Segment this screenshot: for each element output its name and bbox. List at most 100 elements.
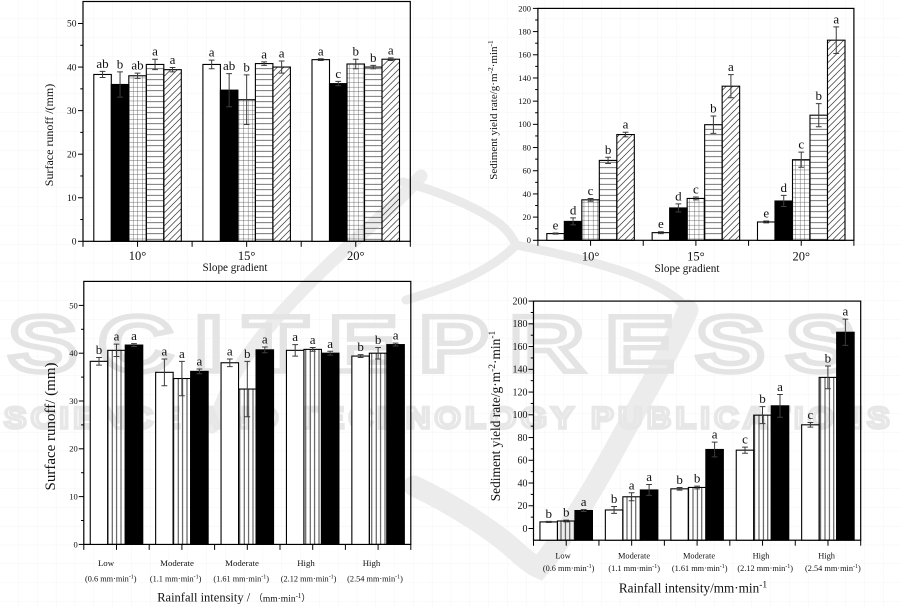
svg-text:b: b [694, 471, 701, 486]
svg-text:60: 60 [523, 166, 532, 176]
svg-text:c: c [693, 182, 699, 197]
svg-text:e: e [763, 206, 769, 221]
svg-text:100: 100 [513, 410, 528, 421]
svg-text:Slope gradient: Slope gradient [655, 263, 721, 275]
svg-text:180: 180 [513, 319, 528, 330]
svg-text:140: 140 [513, 365, 528, 376]
svg-text:120: 120 [513, 387, 528, 398]
svg-text:20°: 20° [347, 249, 365, 263]
svg-text:a: a [152, 44, 158, 59]
svg-text:(2.12 mm·min-1): (2.12 mm·min-1) [737, 564, 793, 573]
svg-text:100: 100 [518, 119, 531, 129]
svg-text:a: a [728, 59, 734, 74]
svg-text:High: High [818, 552, 836, 561]
svg-text:20: 20 [523, 212, 532, 222]
svg-text:b: b [243, 59, 250, 74]
svg-text:c: c [588, 183, 594, 198]
svg-text:Moderate: Moderate [160, 558, 194, 568]
svg-text:Low: Low [98, 558, 115, 568]
svg-text:160: 160 [518, 50, 531, 60]
svg-text:SCITEPRESS: SCITEPRESS [8, 299, 876, 388]
svg-text:ab: ab [131, 58, 143, 73]
svg-text:0: 0 [527, 235, 531, 245]
svg-text:15°: 15° [687, 250, 705, 264]
svg-text:a: a [131, 328, 137, 343]
svg-text:c: c [742, 432, 748, 447]
svg-text:b: b [710, 101, 717, 116]
svg-text:b: b [375, 332, 382, 347]
svg-text:(1.1 mm·min-1): (1.1 mm·min-1) [608, 564, 660, 573]
svg-text:40: 40 [67, 63, 77, 73]
svg-text:b: b [244, 346, 251, 361]
svg-text:c: c [798, 137, 804, 152]
svg-text:b: b [825, 351, 832, 366]
svg-text:15°: 15° [238, 249, 256, 263]
svg-text:20°: 20° [792, 250, 810, 264]
svg-text:a: a [777, 379, 783, 394]
svg-text:a: a [623, 117, 629, 132]
svg-text:a: a [114, 329, 120, 344]
svg-text:(1.61 mm·min-1): (1.61 mm·min-1) [213, 574, 269, 583]
svg-text:(2.54 mm·min-1): (2.54 mm·min-1) [805, 564, 861, 573]
svg-text:High: High [363, 558, 381, 568]
svg-text:a: a [581, 494, 587, 509]
svg-text:a: a [162, 343, 168, 358]
svg-text:a: a [327, 336, 333, 351]
svg-text:c: c [335, 66, 341, 81]
svg-text:Moderate: Moderate [618, 552, 650, 561]
svg-text:30: 30 [69, 396, 78, 406]
svg-text:0: 0 [74, 539, 78, 549]
svg-text:d: d [780, 180, 787, 195]
svg-text:b: b [759, 391, 766, 406]
svg-text:50: 50 [69, 300, 78, 310]
svg-text:160: 160 [513, 342, 528, 353]
svg-text:(0.6 mm·min-1): (0.6 mm·min-1) [543, 564, 595, 573]
svg-text:a: a [712, 427, 718, 442]
svg-text:Rainfall intensity/mm·min-1: Rainfall intensity/mm·min-1 [619, 580, 767, 595]
svg-text:b: b [815, 88, 822, 103]
svg-text:(2.12 mm·min-1): (2.12 mm·min-1) [281, 574, 337, 583]
svg-text:b: b [357, 339, 364, 354]
svg-text:a: a [646, 469, 652, 484]
svg-text:d: d [570, 202, 577, 217]
svg-text:a: a [843, 304, 849, 319]
svg-text:b: b [676, 472, 683, 487]
svg-text:30: 30 [67, 107, 77, 117]
svg-text:200: 200 [518, 3, 531, 13]
svg-text:a: a [629, 477, 635, 492]
svg-text:a: a [292, 329, 298, 344]
svg-text:140: 140 [518, 73, 531, 83]
svg-text:Moderate: Moderate [683, 552, 715, 561]
svg-text:40: 40 [523, 189, 532, 199]
svg-text:(0.6 mm·min-1): (0.6 mm·min-1) [85, 574, 137, 583]
svg-text:0: 0 [72, 238, 77, 248]
svg-text:40: 40 [518, 478, 528, 489]
svg-text:a: a [209, 45, 215, 60]
svg-text:10: 10 [69, 491, 78, 501]
svg-text:50: 50 [67, 20, 77, 30]
svg-text:a: a [262, 331, 268, 346]
svg-text:Low: Low [555, 552, 571, 561]
svg-text:e: e [553, 218, 559, 233]
svg-text:(1.61 mm·min-1): (1.61 mm·min-1) [672, 564, 728, 573]
svg-text:High: High [753, 552, 771, 561]
svg-text:a: a [318, 43, 324, 58]
svg-text:180: 180 [518, 26, 531, 36]
svg-text:a: a [197, 353, 203, 368]
svg-text:10: 10 [67, 194, 77, 204]
svg-text:b: b [96, 342, 103, 357]
svg-text:20: 20 [69, 444, 78, 454]
svg-text:a: a [393, 328, 399, 343]
svg-text:b: b [353, 44, 360, 59]
svg-text:10°: 10° [582, 250, 600, 264]
svg-text:Surface runoff /(mm): Surface runoff /(mm) [42, 84, 56, 186]
svg-text:a: a [227, 343, 233, 358]
svg-text:ab: ab [96, 56, 108, 71]
svg-text:b: b [545, 506, 552, 521]
svg-text:200: 200 [513, 297, 528, 308]
svg-text:a: a [261, 46, 267, 61]
svg-text:b: b [117, 56, 124, 71]
svg-text:SCIENCE AND TECHNOLOGY PUBLICA: SCIENCE AND TECHNOLOGY PUBLICATIONS [4, 402, 894, 435]
svg-text:b: b [605, 142, 612, 157]
svg-text:b: b [563, 505, 570, 520]
